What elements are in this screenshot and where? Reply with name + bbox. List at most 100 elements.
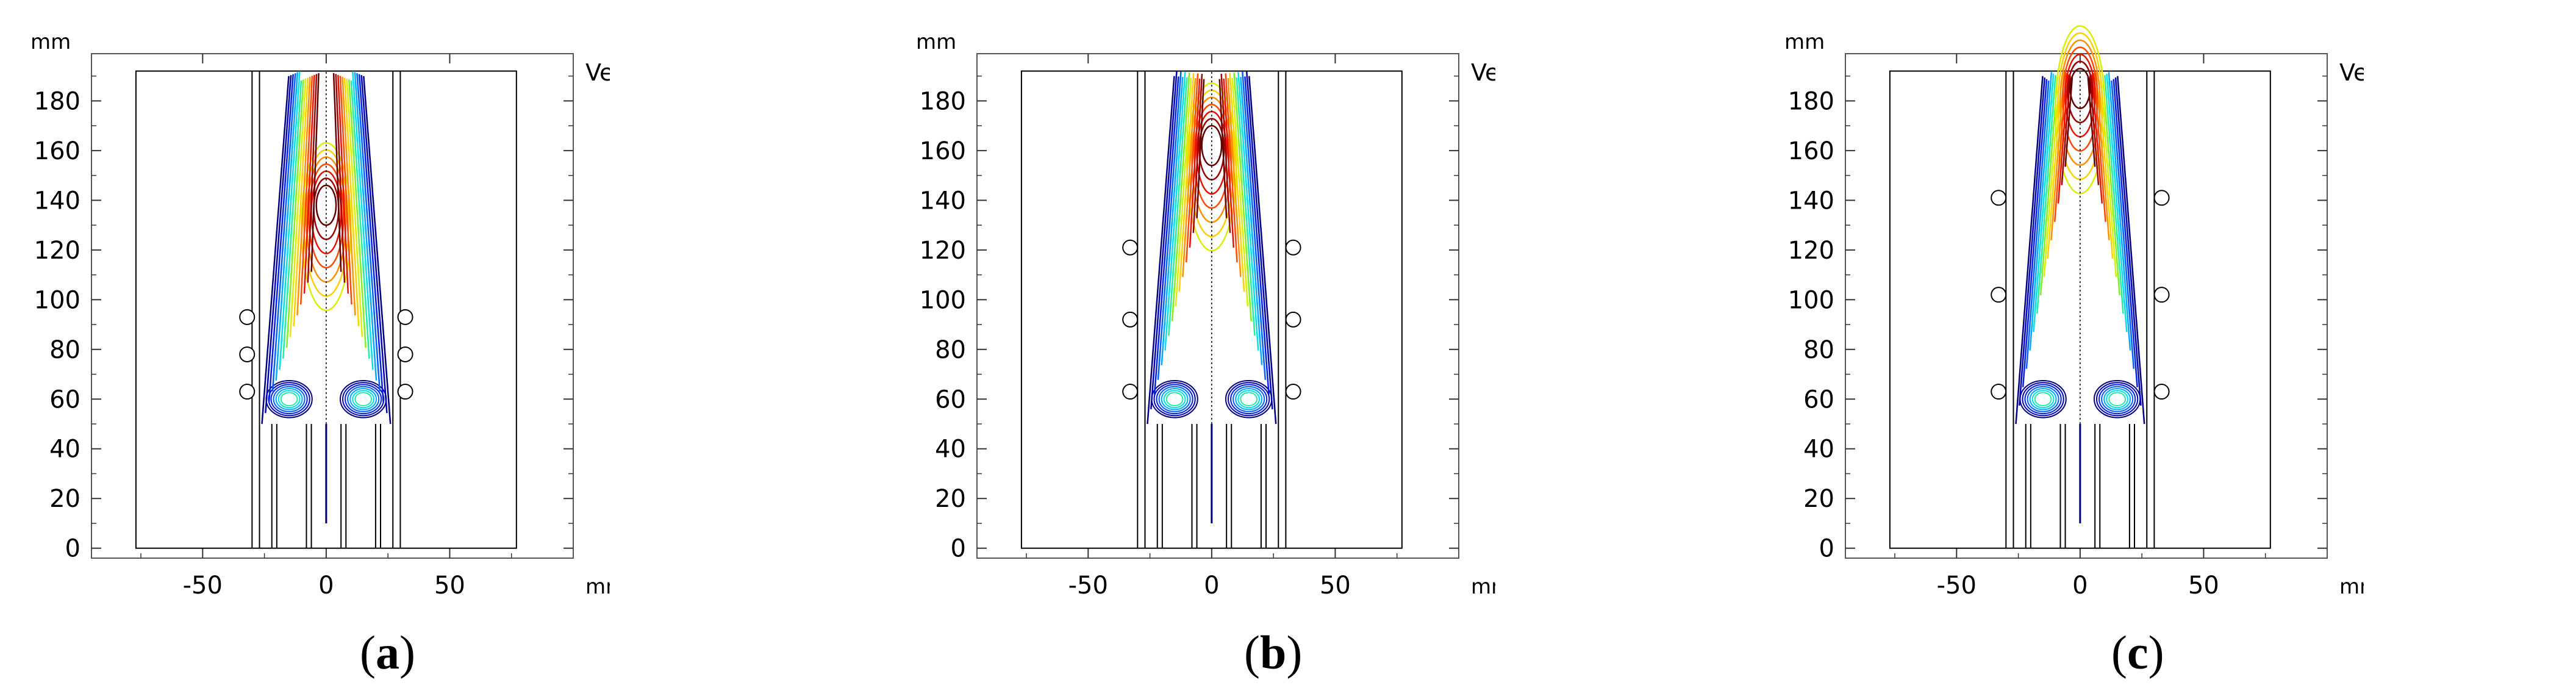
contour-line	[2100, 78, 2117, 278]
y-tick-label: 160	[1788, 137, 1834, 165]
contour-line	[2050, 71, 2066, 240]
plot-frame	[976, 53, 1459, 559]
contour-line	[1220, 74, 1231, 233]
contour-line	[1168, 77, 1188, 336]
contour-line	[2108, 72, 2131, 351]
y-tick-label: 20	[49, 485, 80, 513]
contour-line	[1189, 78, 1201, 248]
contour-loop	[2069, 68, 2091, 109]
contour-vortex	[352, 390, 375, 409]
x-unit-label: mm	[1471, 575, 1495, 599]
y-tick-label: 20	[935, 485, 966, 513]
contour-line	[363, 76, 392, 425]
y-tick-label: 180	[1788, 87, 1834, 115]
bubble-marker	[397, 384, 413, 400]
y-tick-label: 180	[920, 87, 966, 115]
y-tick-label: 0	[1819, 535, 1834, 563]
contour-line	[2015, 76, 2044, 425]
contour-vortex	[268, 382, 310, 417]
x-tick-label: -50	[1068, 572, 1108, 600]
x-tick-label: 50	[1320, 572, 1351, 600]
y-tick-label: 40	[1803, 436, 1834, 464]
bubble-marker	[1991, 384, 2007, 400]
contour-vortex	[1240, 392, 1258, 407]
y-tick-label: 0	[65, 535, 80, 563]
contour-loop	[308, 163, 345, 269]
contour-line	[1218, 79, 1228, 218]
contour-line	[348, 79, 367, 348]
caption-a-letter: a	[375, 626, 399, 679]
bubble-marker	[239, 384, 256, 400]
contour-line	[1164, 72, 1186, 351]
x-unit-label: mm	[585, 575, 610, 599]
contour-vortex	[342, 382, 385, 417]
x-tick-label: 50	[434, 572, 465, 600]
domain-box	[135, 70, 517, 549]
contour-vortex	[1156, 384, 1193, 415]
bubble-marker	[2153, 287, 2170, 303]
contour-line	[2095, 71, 2110, 240]
contour-loop	[2067, 60, 2094, 124]
contour-line	[1229, 73, 1245, 292]
contour-loop	[2059, 39, 2101, 166]
contour-line	[1225, 73, 1238, 263]
panel-a: 0 20 40 60 80 100 120 140 160 180 -50 0 50 mm mm Veloci…	[0, 0, 744, 625]
contour-line	[337, 74, 349, 294]
bubble-marker	[1991, 287, 2007, 303]
contour-vortex	[2096, 382, 2139, 417]
contour-line	[1245, 71, 1273, 409]
contour-vortex	[280, 392, 298, 407]
contour-line	[293, 77, 309, 326]
y-tick-label: 120	[1788, 237, 1834, 265]
contour-line	[265, 75, 292, 414]
y-tick-label: 100	[920, 286, 966, 314]
contour-line	[268, 74, 294, 403]
contour-line	[1244, 76, 1270, 395]
y-tick-label: 80	[49, 336, 80, 364]
contour-line	[343, 77, 360, 326]
contour-vortex	[1161, 387, 1189, 411]
bubble-marker	[239, 309, 256, 325]
y-tick-label: 140	[34, 187, 80, 215]
bubble-marker	[397, 309, 413, 325]
x-tick-label: 0	[318, 572, 334, 600]
x-tick-label: 50	[2188, 572, 2219, 600]
contour-line	[1248, 76, 1277, 425]
y-tick-label: 100	[1788, 286, 1834, 314]
contour-line	[339, 76, 352, 305]
contour-plot-b: 0 20 40 60 80 100 120 140 160 180 -50 0 50 mm mm Veloci…	[916, 30, 1630, 600]
contour-vortex	[354, 392, 373, 407]
contour-loop	[1201, 124, 1223, 167]
contour-vortex	[2024, 384, 2062, 415]
contour-line	[1231, 77, 1249, 307]
contour-line	[1236, 77, 1256, 336]
y-tick-label: 120	[34, 237, 80, 265]
contour-line	[2025, 81, 2050, 369]
contour-loop	[315, 184, 337, 226]
contour-line	[275, 72, 299, 381]
y-tick-label: 60	[935, 386, 966, 414]
contour-line	[261, 76, 290, 425]
contour-vortex	[277, 390, 301, 409]
bubble-marker	[1991, 190, 2007, 206]
contour-line	[1153, 76, 1179, 395]
bubble-marker	[239, 346, 256, 362]
contour-line	[1227, 78, 1242, 278]
contour-vortex	[2022, 382, 2064, 417]
contour-vortex	[2098, 384, 2136, 415]
contour-line	[1150, 71, 1178, 409]
contour-line	[2111, 81, 2135, 369]
contour-line	[358, 74, 384, 403]
contour-line	[1242, 71, 1267, 380]
contour-line	[350, 80, 370, 359]
contour-line	[1185, 73, 1199, 263]
contour-line	[335, 74, 346, 283]
y-tick-label: 60	[1803, 386, 1834, 414]
contour-loop	[2062, 46, 2098, 152]
contour-line	[299, 76, 313, 305]
contour-loop	[2055, 25, 2106, 195]
contour-vortex	[1237, 390, 1261, 409]
x-unit-label: mm	[2339, 575, 2364, 599]
contour-line	[1233, 72, 1252, 321]
contour-vortex	[1228, 382, 1270, 417]
